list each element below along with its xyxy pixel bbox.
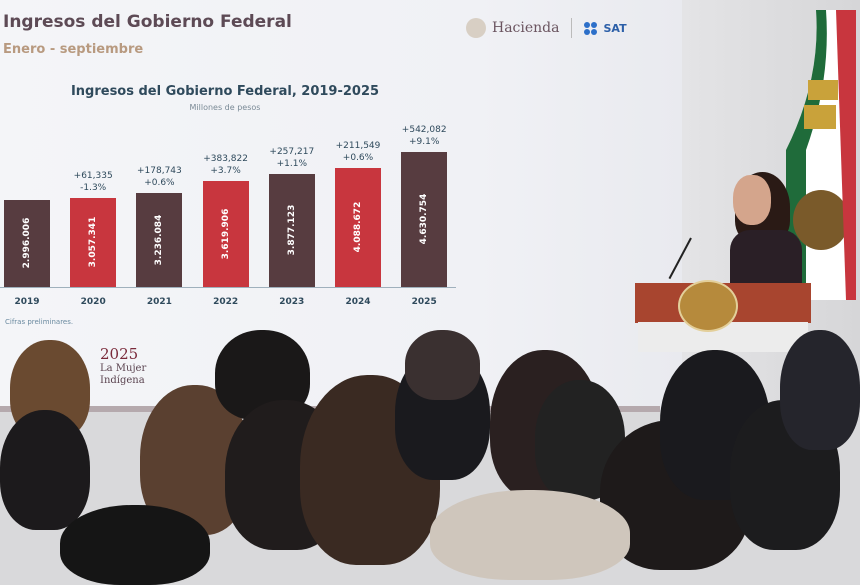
bar-value-label: 3.619.906 xyxy=(220,208,231,260)
change-percent: +1.1% xyxy=(276,158,307,169)
change-percent: +9.1% xyxy=(408,136,440,147)
audience xyxy=(0,330,860,585)
change-amount: +542,082 xyxy=(401,124,447,135)
change-percent: +3.7% xyxy=(210,166,241,177)
bar-value-label: 4.630.754 xyxy=(419,194,430,245)
year-logo-line1: La Mujer xyxy=(100,363,147,374)
change-percent: +0.6% xyxy=(342,152,374,163)
x-tick-label: 2024 xyxy=(345,297,371,307)
bar-value-label: 3.057.341 xyxy=(88,217,99,268)
change-amount: +383,822 xyxy=(203,154,248,165)
change-label: +178,743 +0.6% xyxy=(124,165,194,189)
mexican-flag xyxy=(786,10,856,300)
year-logo-line2: Indígena xyxy=(100,375,145,386)
x-tick-label: 2019 xyxy=(14,297,40,307)
chart-subtitle: Millones de pesos xyxy=(189,103,261,112)
year-logo: 2025 La Mujer Indígena xyxy=(100,345,146,387)
logo-divider xyxy=(571,18,573,38)
bar-2024: 4.088.672 xyxy=(335,167,381,287)
change-label: +257,217 +1.1% xyxy=(257,146,327,170)
audience-member xyxy=(430,490,630,580)
bar-chart: 2.996.006 2019 3.057.341 +61,335 -1.3% 2020 3.… xyxy=(0,124,459,307)
audience-member xyxy=(0,410,90,530)
bar-2025: 4.630.754 xyxy=(401,151,448,287)
x-tick-label: 2025 xyxy=(411,297,437,307)
slide-subtitle: Enero - septiembre xyxy=(3,42,144,57)
change-label: +542,082 +9.1% xyxy=(389,124,459,148)
year-logo-year: 2025 xyxy=(100,345,139,363)
change-percent: -1.3% xyxy=(80,182,107,193)
x-tick-label: 2021 xyxy=(146,297,172,307)
chart-title: Ingresos del Gobierno Federal, 2019-2025 xyxy=(70,84,380,99)
x-tick-label: 2022 xyxy=(213,297,239,307)
podium-seal xyxy=(678,280,738,332)
bar-2022: 3.619.906 xyxy=(202,181,249,287)
change-label: +383,822 +3.7% xyxy=(191,153,261,177)
bar-2020: 3.057.341 xyxy=(70,197,117,287)
slide-title: Ingresos del Gobierno Federal xyxy=(3,12,292,32)
agency-logos: Hacienda SAT xyxy=(466,18,627,38)
hacienda-seal-icon xyxy=(466,18,486,38)
speaker-face xyxy=(733,175,771,225)
change-amount: +178,743 xyxy=(137,165,182,176)
sat-dots-icon xyxy=(584,21,598,35)
change-amount: +61,335 xyxy=(73,170,113,181)
bar-2019: 2.996.006 xyxy=(4,199,50,287)
sat-logo: SAT xyxy=(603,21,627,35)
bar-value-label: 2.996.006 xyxy=(22,217,32,269)
bar-value-label: 4.088.672 xyxy=(353,202,363,253)
audience-member xyxy=(60,505,210,585)
bar-2023: 3.877.123 xyxy=(268,173,315,287)
audience-member xyxy=(405,330,480,400)
change-label: +61,335 -1.3% xyxy=(58,170,128,194)
x-axis xyxy=(0,287,456,288)
hacienda-logo: Hacienda xyxy=(492,20,560,36)
change-percent: +0.6% xyxy=(144,177,175,188)
audience-member xyxy=(780,330,860,450)
bar-2021: 3.236.084 xyxy=(136,192,183,287)
footnote: Cifras preliminares. xyxy=(5,318,74,326)
x-tick-label: 2023 xyxy=(279,297,305,307)
x-tick-label: 2020 xyxy=(80,297,106,307)
change-amount: +257,217 xyxy=(269,146,315,157)
bar-value-label: 3.877.123 xyxy=(286,205,297,256)
change-amount: +211,549 xyxy=(335,140,381,151)
speaker xyxy=(730,230,802,290)
change-label: +211,549 +0.6% xyxy=(323,140,393,164)
bar-value-label: 3.236.084 xyxy=(154,214,165,266)
